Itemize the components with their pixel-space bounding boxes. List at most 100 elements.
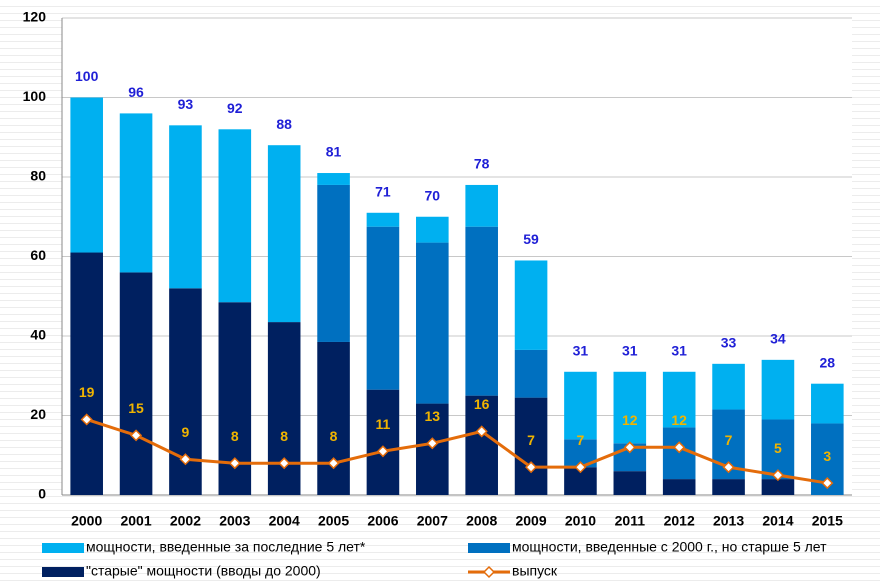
bar-segment: [119, 272, 153, 495]
bar-segment: [613, 371, 647, 444]
legend-swatch: [42, 567, 84, 577]
line-marker: [327, 457, 340, 470]
line: [86, 418, 828, 485]
bar-segment: [416, 216, 449, 243]
line-label: 12: [622, 412, 638, 428]
bar-segment: [613, 471, 647, 495]
bar-segment: [218, 129, 252, 303]
line-marker: [574, 461, 587, 474]
line-marker: [179, 453, 192, 466]
x-tick-label: 2007: [417, 513, 448, 529]
line-label: 11: [376, 416, 391, 432]
line-marker: [623, 441, 636, 454]
line-marker: [228, 457, 241, 470]
line-marker: [475, 425, 488, 438]
bar-segment: [662, 479, 696, 495]
bar-segment: [366, 226, 400, 390]
legend-swatch: [468, 543, 510, 553]
line-marker: [376, 445, 389, 458]
total-label: 78: [474, 156, 490, 172]
x-tick-label: 2004: [269, 513, 300, 529]
legend-marker: [482, 565, 496, 579]
total-label: 96: [128, 84, 144, 100]
line-label: 3: [823, 448, 831, 464]
x-tick-label: 2005: [318, 513, 349, 529]
total-label: 31: [573, 342, 589, 358]
total-label: 93: [178, 96, 194, 112]
bar-segment: [169, 125, 202, 289]
x-tick-label: 2002: [170, 513, 201, 529]
line-label: 8: [330, 428, 338, 444]
x-tick-label: 2009: [515, 513, 546, 529]
total-label: 71: [375, 183, 391, 199]
line-label: 7: [577, 432, 585, 448]
line-label: 19: [79, 384, 95, 400]
legend-swatch: [42, 543, 84, 553]
total-label: 92: [227, 100, 243, 116]
x-tick-label: 2015: [812, 513, 843, 529]
legend-label: мощности, введенные с 2000 г., но старше…: [512, 539, 827, 555]
line-marker: [426, 437, 439, 450]
bar-segment: [465, 395, 498, 495]
bar-segment: [514, 397, 548, 495]
x-tick-label: 2010: [565, 513, 596, 529]
bar-segment: [317, 184, 350, 342]
bar-segment: [712, 363, 745, 410]
bar-segment: [811, 383, 844, 424]
bar-segment: [366, 212, 400, 227]
total-label: 34: [770, 331, 786, 347]
x-tick-label: 2011: [615, 513, 646, 529]
bar-segment: [761, 479, 795, 495]
x-tick-label: 2012: [664, 513, 695, 529]
x-tick-label: 2008: [466, 513, 497, 529]
line-label: 7: [527, 432, 535, 448]
line-label: 7: [725, 432, 733, 448]
bar-segment: [70, 252, 103, 495]
total-label: 28: [820, 354, 836, 370]
x-tick-label: 2014: [762, 513, 793, 529]
line-marker: [771, 469, 784, 482]
line-marker: [80, 413, 93, 426]
bar-segment: [514, 349, 548, 398]
bar-segment: [465, 184, 498, 227]
line-label: 8: [280, 428, 288, 444]
bar-segment: [119, 113, 153, 273]
bar-segment: [564, 371, 597, 440]
bar-segment: [70, 97, 103, 253]
bar-segment: [514, 260, 548, 350]
bar-segment: [662, 371, 696, 428]
y-tick-label: 40: [30, 327, 46, 343]
total-label: 59: [523, 231, 539, 247]
line-marker: [673, 441, 686, 454]
x-tick-label: 2006: [367, 513, 398, 529]
bar-segment: [761, 359, 795, 420]
total-label: 88: [276, 116, 292, 132]
x-tick-label: 2000: [71, 513, 102, 529]
line-marker: [525, 461, 538, 474]
y-tick-label: 80: [30, 168, 46, 184]
line-label: 13: [425, 408, 441, 424]
line-label: 5: [774, 440, 782, 456]
x-tick-label: 2003: [219, 513, 250, 529]
bar-segment: [366, 389, 400, 495]
line-marker: [821, 477, 834, 490]
legend-label: выпуск: [512, 563, 558, 579]
total-label: 81: [326, 144, 342, 160]
line-marker: [278, 457, 291, 470]
legend-label: мощности, введенные за последние 5 лет*: [86, 539, 366, 555]
line-marker: [130, 429, 143, 442]
y-tick-label: 20: [30, 406, 46, 422]
y-tick-label: 60: [30, 247, 46, 263]
x-tick-label: 2013: [713, 513, 744, 529]
total-label: 33: [721, 335, 737, 351]
bar-segment: [465, 226, 498, 396]
line-label: 12: [671, 412, 687, 428]
line-label: 16: [474, 396, 490, 412]
y-tick-label: 0: [38, 486, 46, 502]
total-label: 100: [75, 68, 99, 84]
line-label: 8: [231, 428, 239, 444]
bar-segment: [317, 341, 350, 495]
legend-label: "старые" мощности (вводы до 2000): [86, 563, 321, 579]
